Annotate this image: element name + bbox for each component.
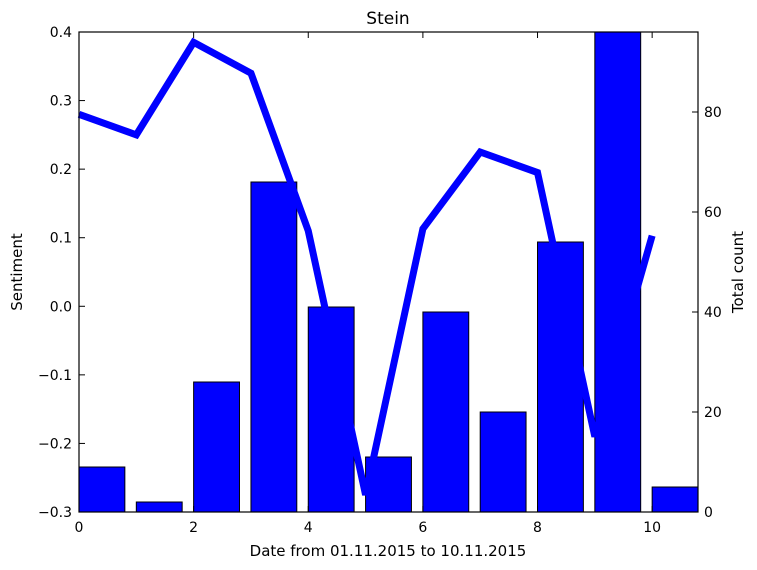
x-tick-label: 8 xyxy=(533,520,542,536)
y-left-tick-label: −0.2 xyxy=(38,436,72,452)
x-tick-label: 4 xyxy=(304,520,313,536)
bar xyxy=(651,486,699,513)
chart-title: Stein xyxy=(366,9,409,29)
y-left-tick-label: 0.2 xyxy=(50,162,72,178)
y-right-tick-label: 60 xyxy=(704,205,722,221)
y-axis-left-label: Sentiment xyxy=(8,233,26,311)
x-tick-label: 0 xyxy=(75,520,84,536)
x-tick-label: 10 xyxy=(643,520,661,536)
y-left-tick-label: −0.3 xyxy=(38,505,72,521)
line-series xyxy=(77,37,656,496)
y-axis-left: −0.3 −0.2 −0.1 0.0 0.1 0.2 0.3 0.4 xyxy=(38,25,85,521)
bar xyxy=(422,311,470,513)
y-right-tick-label: 20 xyxy=(704,405,722,421)
y-axis-right-label: Total count xyxy=(729,231,747,314)
bar xyxy=(479,411,527,513)
bar xyxy=(594,31,642,513)
bar-series xyxy=(78,31,699,513)
y-left-tick-label: 0.4 xyxy=(50,25,72,41)
x-axis: 0 2 4 6 8 10 xyxy=(75,32,661,536)
bar xyxy=(193,381,240,513)
y-left-tick-label: 0.3 xyxy=(50,94,72,110)
y-left-tick-label: 0.1 xyxy=(50,231,72,247)
bar xyxy=(250,181,298,513)
y-right-tick-label: 80 xyxy=(704,105,722,121)
plot-frame xyxy=(78,31,699,513)
y-right-tick-label: 0 xyxy=(704,505,713,521)
sentiment-line xyxy=(77,37,656,496)
y-left-tick-label: −0.1 xyxy=(38,368,72,384)
x-tick-label: 6 xyxy=(418,520,427,536)
y-right-tick-label: 40 xyxy=(704,305,722,321)
y-axis-right: 0 20 40 60 80 xyxy=(692,105,722,521)
x-tick-label: 2 xyxy=(189,520,198,536)
x-axis-label: Date from 01.11.2015 to 10.11.2015 xyxy=(250,542,527,560)
bar xyxy=(135,501,183,513)
y-left-tick-label: 0.0 xyxy=(50,299,72,315)
bar xyxy=(78,466,126,513)
